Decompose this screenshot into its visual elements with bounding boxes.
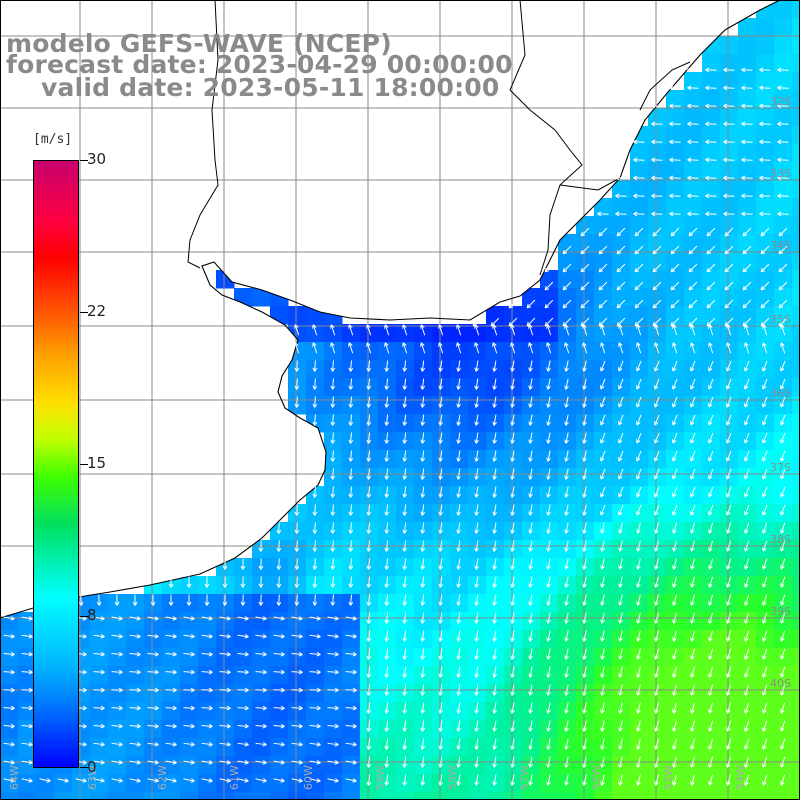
colorbar-tick bbox=[80, 464, 88, 465]
longitude-label: 62W bbox=[156, 765, 169, 790]
latitude-label: 39S bbox=[770, 605, 791, 618]
latitude-label: 37S bbox=[770, 461, 791, 474]
longitude-label: 59W bbox=[374, 765, 387, 790]
longitude-label: 55W bbox=[662, 765, 675, 790]
longitude-label: 57W bbox=[518, 765, 531, 790]
forecast-date: forecast date: 2023-04-29 00:00:00 bbox=[6, 50, 513, 79]
colorbar-tick bbox=[80, 160, 88, 161]
longitude-label: 56W bbox=[590, 765, 603, 790]
latitude-label: 38S bbox=[770, 533, 791, 546]
colorbar-gradient bbox=[33, 160, 79, 768]
latitude-labels: 32S 33S 34S 35S 36S 37S 38S 39S 40S bbox=[770, 95, 791, 690]
latitude-label: 32S bbox=[770, 95, 791, 108]
colorbar-tick bbox=[80, 767, 88, 768]
latitude-label: 40S bbox=[770, 677, 791, 690]
colorbar-label: 15 bbox=[87, 454, 107, 472]
colorbar-label: 30 bbox=[87, 150, 107, 168]
longitude-label: 63W bbox=[86, 765, 99, 790]
longitude-label: 61W bbox=[228, 765, 241, 790]
longitude-labels: 64W 63W 62W 61W 60W 59W 58W 57W 56W 55W 54W bbox=[8, 765, 747, 790]
longitude-label: 54W bbox=[734, 765, 747, 790]
colorbar-label: 22 bbox=[87, 302, 107, 320]
longitude-label: 64W bbox=[8, 765, 21, 790]
latitude-label: 33S bbox=[770, 167, 791, 180]
colorbar-unit: [m/s] bbox=[33, 132, 73, 147]
latitude-label: 34S bbox=[770, 239, 791, 252]
model-title: modelo GEFS-WAVE (NCEP) bbox=[6, 29, 392, 58]
valid-date: valid date: 2023-05-11 18:00:00 bbox=[41, 73, 500, 102]
latitude-label: 35S bbox=[770, 313, 791, 326]
colorbar-tick bbox=[80, 312, 88, 313]
longitude-label: 58W bbox=[446, 765, 459, 790]
colorbar-tick bbox=[80, 616, 88, 617]
coastline bbox=[0, 0, 781, 619]
longitude-label: 60W bbox=[302, 765, 315, 790]
colorbar-label: 8 bbox=[87, 606, 97, 624]
latitude-label: 36S bbox=[770, 387, 791, 400]
land-mask bbox=[0, 0, 800, 618]
colorbar-label: 0 bbox=[87, 758, 97, 776]
